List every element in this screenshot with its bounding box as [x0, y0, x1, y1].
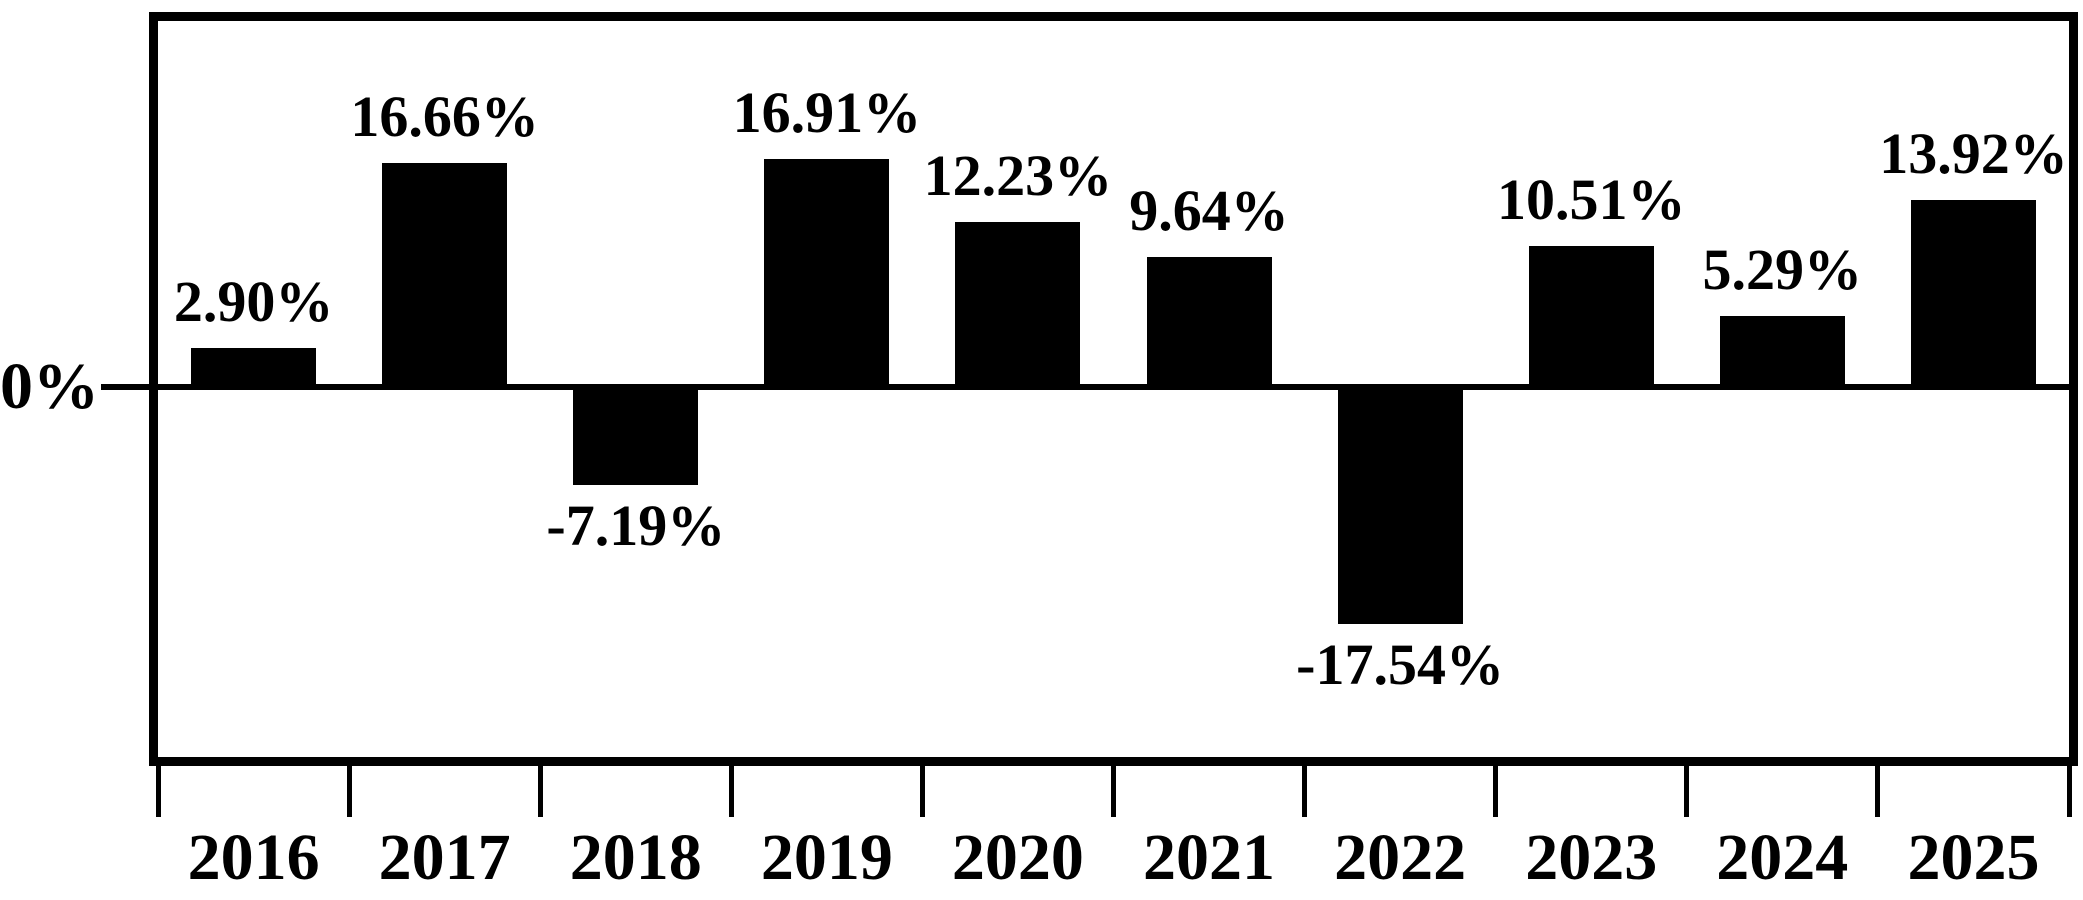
x-axis-tick: [346, 766, 352, 817]
x-axis-tick: [155, 766, 161, 817]
x-axis-tick: [1302, 766, 1308, 817]
value-label-2024: 5.29%: [1702, 237, 1863, 303]
value-label-2019: 16.91%: [732, 80, 922, 146]
x-axis-label-2022: 2022: [1334, 821, 1467, 894]
value-label-2016: 2.90%: [173, 269, 334, 335]
x-axis-tick: [919, 766, 925, 817]
value-label-2018: -7.19%: [546, 492, 726, 558]
value-label-2022: -17.54%: [1296, 632, 1504, 698]
bar-2019: [764, 159, 890, 390]
bar-2024: [1719, 316, 1845, 390]
x-axis-label-2018: 2018: [569, 821, 702, 894]
x-axis-label-2017: 2017: [378, 821, 511, 894]
x-axis-tick: [1684, 766, 1690, 817]
x-axis-label-2020: 2020: [951, 821, 1084, 894]
x-axis-label-2021: 2021: [1143, 821, 1275, 894]
zero-baseline: [158, 384, 2069, 390]
x-axis-label-2024: 2024: [1716, 821, 1849, 894]
bar-2016: [191, 348, 317, 390]
bar-2022: [1337, 385, 1463, 625]
x-axis-tick: [1111, 766, 1116, 817]
value-label-2020: 12.23%: [923, 143, 1113, 209]
x-axis-label-2019: 2019: [760, 821, 893, 894]
x-axis-label-2023: 2023: [1525, 821, 1658, 894]
value-label-2023: 10.51%: [1497, 166, 1686, 232]
bar-2023: [1528, 245, 1654, 390]
value-label-2021: 9.64%: [1129, 178, 1289, 244]
x-axis-tick: [1875, 766, 1881, 817]
x-axis-tick: [728, 766, 734, 817]
value-label-2025: 13.92%: [1879, 120, 2068, 186]
bar-2020: [955, 222, 1081, 390]
bar-2025: [1911, 199, 2036, 390]
bar-2021: [1146, 257, 1272, 390]
y-axis-zero-label: 0%: [0, 350, 99, 423]
x-axis-tick: [537, 766, 543, 817]
bar-2017: [382, 162, 508, 390]
x-axis-label-2025: 2025: [1907, 821, 2040, 894]
x-axis-tick: [1493, 766, 1499, 817]
x-axis-label-2016: 2016: [187, 821, 320, 894]
x-axis-tick: [2066, 766, 2072, 817]
bar-2018: [573, 385, 699, 485]
value-label-2017: 16.66%: [350, 83, 539, 149]
y-axis-zero-tick: [101, 384, 158, 390]
